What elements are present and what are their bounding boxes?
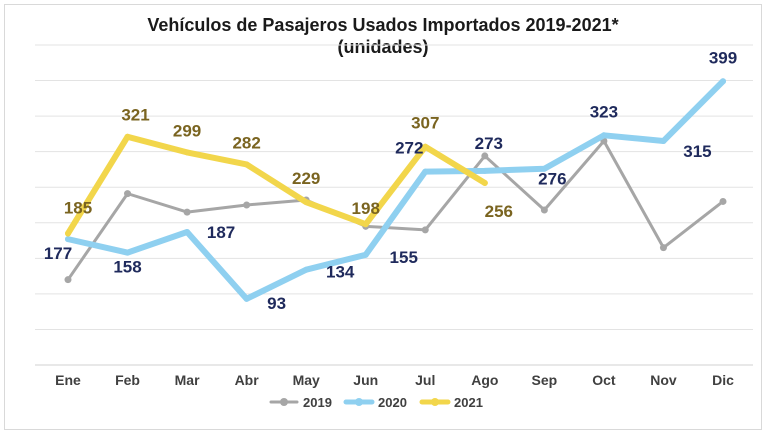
point-2021-may [303, 199, 310, 206]
x-tick-jul: Jul [415, 372, 435, 388]
point-2020-mar [184, 229, 191, 236]
data-label-2021-abr: 282 [232, 133, 260, 152]
chart-title: Vehículos de Pasajeros Usados Importados… [147, 15, 618, 35]
point-2021-ago [481, 179, 488, 186]
series-line-2021 [65, 133, 488, 237]
x-axis: Ene Feb Mar Abr May Jun Jul Ago Sep Oct Nov Dic [55, 372, 734, 388]
data-labels: 177 158 187 93 134 155 272 273 276 323 315 399 185 32… [44, 48, 737, 313]
data-label-2020-ene: 177 [44, 244, 72, 263]
data-label-2021-feb: 321 [121, 106, 149, 125]
data-label-2021-may: 229 [292, 169, 320, 188]
data-label-2021-ene: 185 [64, 198, 92, 217]
data-label-2021-mar: 299 [173, 121, 201, 140]
point-2020-oct [600, 132, 607, 139]
x-tick-may: May [293, 372, 320, 388]
point-2021-abr [243, 161, 250, 168]
x-tick-oct: Oct [592, 372, 616, 388]
data-label-2020-mar: 187 [207, 223, 235, 242]
series-line-2019 [66, 139, 725, 282]
point-2020-jun [362, 251, 369, 258]
x-tick-abr: Abr [235, 372, 260, 388]
data-label-2020-jul: 272 [395, 139, 423, 158]
point-2020-nov [660, 138, 667, 144]
point-2019-feb [124, 190, 132, 198]
legend-marker-2019 [280, 398, 288, 406]
point-2019-mar [183, 208, 191, 216]
point-2021-feb [124, 133, 131, 140]
point-2020-abr [243, 295, 250, 302]
series-line-2020 [65, 78, 726, 302]
data-label-2020-may: 134 [326, 263, 355, 282]
legend-marker-2020 [355, 398, 363, 406]
point-2020-sep [541, 165, 548, 172]
point-2019-ago [481, 152, 489, 160]
x-tick-mar: Mar [175, 372, 200, 388]
data-label-2020-dic: 399 [709, 48, 737, 67]
point-2021-mar [184, 149, 191, 156]
gridlines [35, 44, 753, 366]
x-tick-ene: Ene [55, 372, 81, 388]
x-tick-sep: Sep [532, 372, 558, 388]
x-tick-jun: Jun [353, 372, 378, 388]
point-2020-may [303, 266, 310, 273]
point-2020-feb [124, 249, 131, 256]
chart-subtitle: (unidades) [337, 37, 428, 57]
point-2019-abr [243, 201, 251, 209]
x-tick-nov: Nov [650, 372, 677, 388]
data-label-2020-oct: 323 [590, 102, 618, 121]
data-label-2020-abr: 93 [267, 294, 286, 313]
data-label-2020-sep: 276 [538, 170, 566, 189]
point-2021-jul [422, 143, 429, 150]
data-label-2020-feb: 158 [113, 258, 141, 277]
point-2020-ene [65, 236, 71, 243]
data-label-2020-nov: 315 [683, 142, 711, 161]
legend-label-2021: 2021 [454, 395, 483, 410]
legend: 2019 2020 2021 [269, 395, 483, 410]
x-tick-dic: Dic [712, 372, 734, 388]
point-2021-jun [362, 221, 369, 228]
data-label-2021-ago: 256 [485, 202, 513, 221]
point-2019-jul [421, 226, 429, 234]
chart-frame: Vehículos de Pasajeros Usados Importados… [4, 4, 762, 430]
legend-marker-2021 [431, 398, 439, 406]
point-2020-dic [720, 78, 726, 85]
point-2020-ago [481, 167, 488, 174]
point-2019-dic [719, 197, 727, 205]
point-2021-ene [65, 230, 71, 237]
data-label-2021-jul: 307 [411, 114, 439, 133]
x-tick-ago: Ago [471, 372, 498, 388]
point-2019-ene [64, 276, 72, 284]
data-label-2021-jun: 198 [352, 199, 380, 218]
point-2020-jul [422, 168, 429, 175]
data-label-2020-jun: 155 [390, 248, 418, 267]
line-chart: Vehículos de Pasajeros Usados Importados… [35, 15, 753, 410]
data-label-2020-ago: 273 [475, 134, 503, 153]
series-lines [64, 78, 727, 302]
point-2019-sep [540, 206, 548, 214]
legend-label-2020: 2020 [378, 395, 407, 410]
point-2019-nov [659, 244, 667, 252]
legend-label-2019: 2019 [303, 395, 332, 410]
x-tick-feb: Feb [115, 372, 140, 388]
